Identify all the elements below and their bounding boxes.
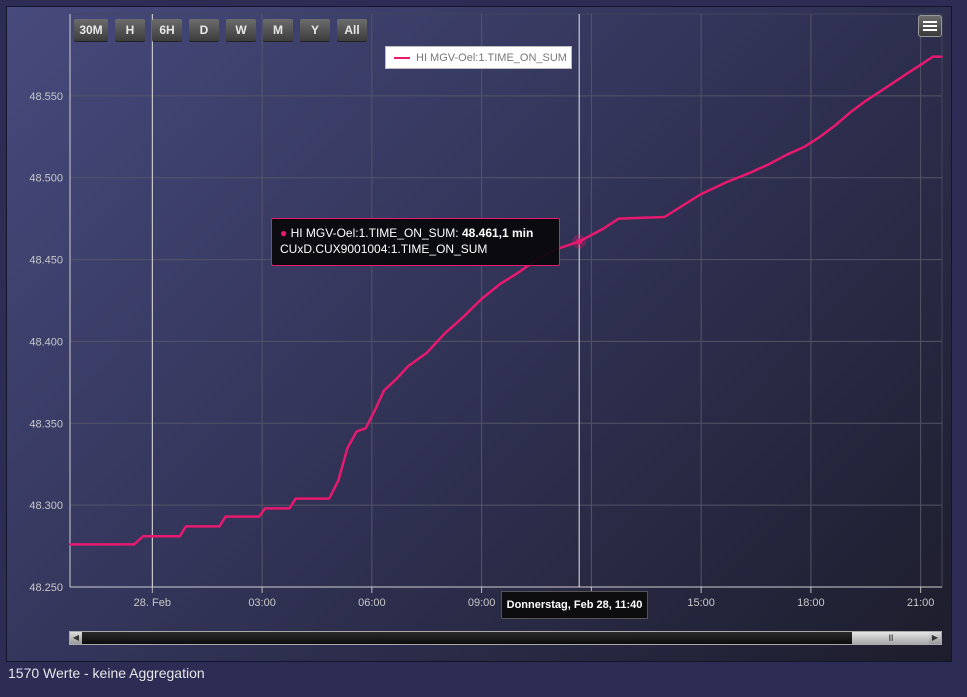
series-point <box>364 427 367 429</box>
series-point <box>932 55 934 58</box>
x-tick-label: 03:00 <box>248 597 276 609</box>
series-point <box>69 543 71 546</box>
series-point <box>904 73 907 76</box>
y-tick-label: 48.450 <box>29 255 63 267</box>
series-point <box>178 535 181 538</box>
series-point <box>767 163 770 166</box>
series-point <box>785 153 788 156</box>
series-point <box>499 283 501 285</box>
series-point <box>383 389 385 392</box>
range-button-m[interactable]: M <box>263 19 293 41</box>
chart-panel: 48.250 48.300 48.350 48.400 48.450 48.500 48.5… <box>6 6 952 662</box>
series-point <box>395 378 398 380</box>
series-point <box>849 111 852 114</box>
series-point <box>374 409 376 411</box>
menu-icon-bar <box>923 29 937 31</box>
series-point <box>264 507 266 510</box>
series-point <box>444 332 446 335</box>
series-point <box>803 145 806 148</box>
range-button-h[interactable]: H <box>115 19 145 41</box>
x-tick-label: 06:00 <box>358 597 386 609</box>
scroll-left-arrow-icon[interactable]: ◀ <box>70 632 82 644</box>
series-point <box>425 352 428 354</box>
series-point <box>328 497 330 500</box>
y-tick-label: 48.300 <box>29 500 63 512</box>
y-tick-label: 48.550 <box>29 91 63 103</box>
x-tick-label: 28. Feb <box>134 597 171 609</box>
series-point <box>602 227 605 230</box>
crosshair-x-label: Donnerstag, Feb 28, 11:40 <box>501 591 648 619</box>
y-tick-label: 48.250 <box>29 582 63 594</box>
series-point <box>682 204 684 207</box>
series-point <box>355 430 358 433</box>
x-tick-label: 18:00 <box>797 597 825 609</box>
range-button-30m[interactable]: 30M <box>74 19 108 41</box>
series-point <box>346 447 349 449</box>
scrollbar-thumb[interactable]: III <box>852 632 929 644</box>
y-axis: 48.250 48.300 48.350 48.400 48.450 48.500 48.5… <box>29 14 71 594</box>
series-point <box>142 535 144 538</box>
series-point <box>517 271 519 274</box>
series-point <box>224 515 227 518</box>
series-point <box>749 172 751 174</box>
series-point <box>218 525 221 528</box>
hover-marker <box>576 238 583 245</box>
series-point <box>480 298 483 300</box>
menu-icon-bar <box>923 25 937 27</box>
series-point <box>407 365 410 367</box>
series-point <box>892 81 895 84</box>
range-button-all[interactable]: All <box>337 19 367 41</box>
series-point <box>185 525 187 528</box>
x-tick-label: 21:00 <box>907 597 935 609</box>
series-point <box>864 99 867 102</box>
series-point <box>941 55 943 58</box>
series-point <box>337 479 340 482</box>
range-button-d[interactable]: D <box>189 19 219 41</box>
series-layer <box>69 55 943 546</box>
series-point <box>880 90 882 92</box>
series-point <box>462 316 465 318</box>
tooltip-dot-icon: ● <box>280 226 288 240</box>
range-button-y[interactable]: Y <box>300 19 330 41</box>
series-point <box>724 181 727 184</box>
series-point <box>133 543 135 546</box>
series-point <box>819 135 821 138</box>
x-tick-label: 15:00 <box>687 597 715 609</box>
series-point <box>834 124 837 127</box>
x-tick-label: 09:00 <box>468 597 496 609</box>
tooltip-series-label: HI MGV-Oel:1.TIME_ON_SUM: <box>290 226 459 240</box>
chart-grid <box>69 13 943 588</box>
tooltip-subtitle: CUxD.CUX9001004:1.TIME_ON_SUM <box>280 242 488 256</box>
y-tick-label: 48.500 <box>29 173 63 185</box>
menu-icon <box>923 21 937 23</box>
series-point <box>258 515 260 518</box>
tooltip: ● HI MGV-Oel:1.TIME_ON_SUM: 48.461,1 min… <box>271 218 560 266</box>
series-point <box>663 216 666 218</box>
y-tick-label: 48.400 <box>29 336 63 348</box>
series-point <box>618 217 620 220</box>
series-point <box>294 497 297 500</box>
footer-status: 1570 Werte - keine Aggregation <box>8 665 205 681</box>
crosshair-layer <box>572 14 587 587</box>
series-point <box>919 63 922 66</box>
navigator-scrollbar[interactable]: ◀ III ▶ <box>69 631 942 645</box>
export-menu-button[interactable] <box>918 15 942 37</box>
y-tick-label: 48.350 <box>29 418 63 430</box>
legend-line-symbol <box>394 56 410 59</box>
range-button-6h[interactable]: 6H <box>152 19 182 41</box>
line-chart: 48.250 48.300 48.350 48.400 48.450 48.500 48.5… <box>29 13 943 609</box>
range-selector: 30M H 6H D W M Y All <box>74 19 367 41</box>
series-point <box>700 193 702 195</box>
legend-label: HI MGV-Oel:1.TIME_ON_SUM <box>416 51 567 64</box>
range-button-w[interactable]: W <box>226 19 256 41</box>
scroll-right-arrow-icon[interactable]: ▶ <box>929 632 941 644</box>
series-point <box>288 507 291 510</box>
tooltip-value: 48.461,1 min <box>461 226 534 240</box>
legend[interactable]: HI MGV-Oel:1.TIME_ON_SUM <box>385 46 572 69</box>
